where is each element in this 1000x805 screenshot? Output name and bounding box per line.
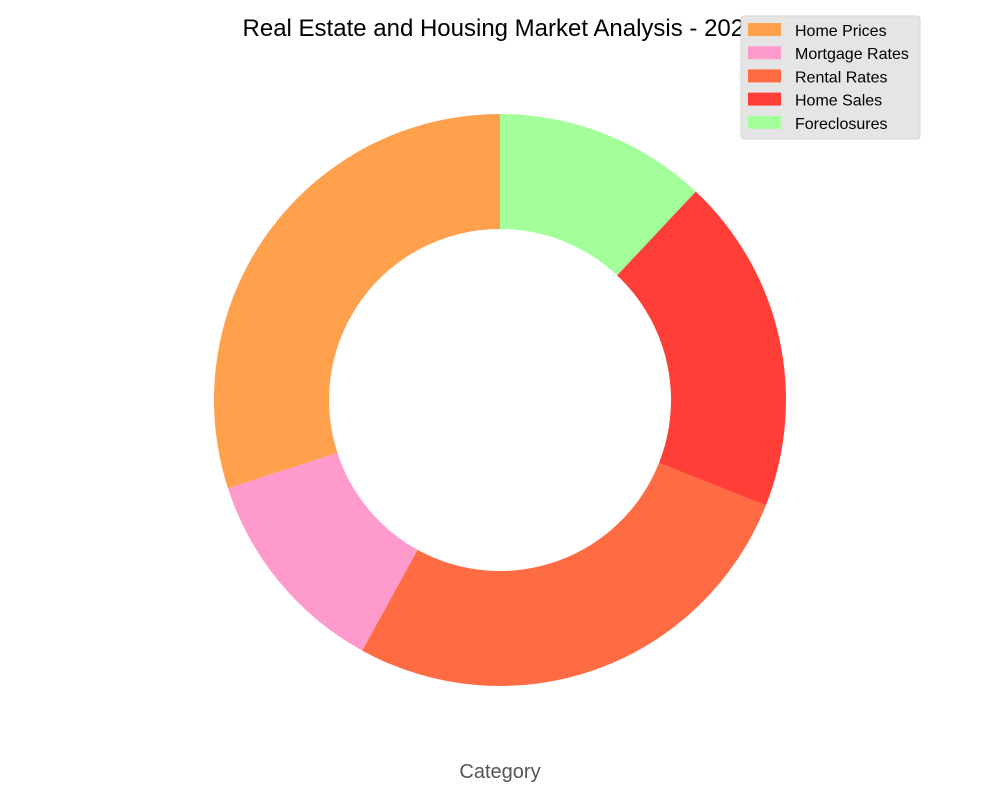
- chart-title: Real Estate and Housing Market Analysis …: [243, 15, 758, 42]
- legend-label-rental-rates: Rental Rates: [795, 69, 888, 86]
- legend-label-home-sales: Home Sales: [795, 93, 882, 110]
- legend-swatch-home-sales: [748, 93, 781, 106]
- legend: Home Prices Mortgage Rates Rental Rates Hom…: [741, 16, 920, 139]
- legend-label-home-prices: Home Prices: [795, 23, 887, 40]
- legend-swatch-foreclosures: [748, 116, 781, 129]
- legend-swatch-home-prices: [748, 23, 781, 36]
- donut-slice-rental-rates: [362, 463, 766, 686]
- legend-label-mortgage-rates: Mortgage Rates: [795, 46, 909, 63]
- slices-group: [214, 114, 786, 686]
- legend-swatch-rental-rates: [748, 69, 781, 82]
- donut-slice-home-prices: [214, 114, 500, 488]
- legend-swatch-mortgage-rates: [748, 46, 781, 59]
- legend-label-foreclosures: Foreclosures: [795, 116, 887, 133]
- x-axis-label: Category: [459, 761, 540, 783]
